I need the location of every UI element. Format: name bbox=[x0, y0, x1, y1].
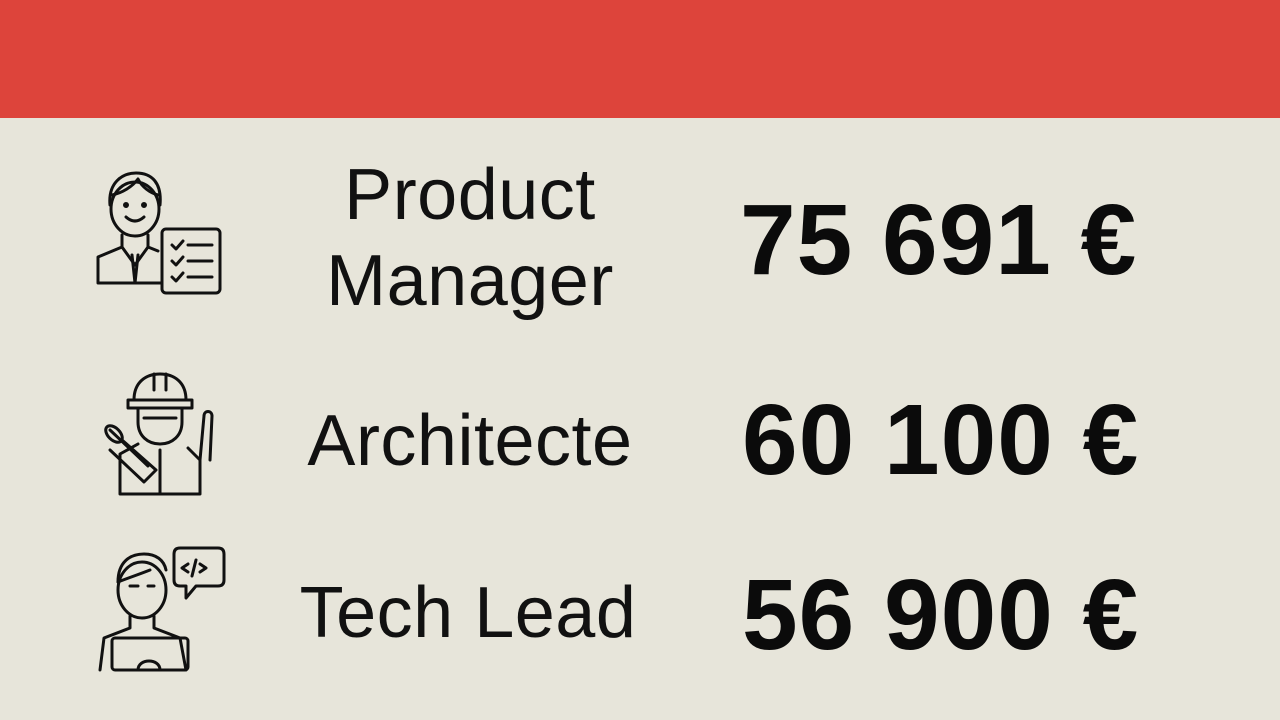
job-title-architecte: Architecte bbox=[307, 401, 633, 481]
architect-helmet-icon bbox=[104, 370, 216, 498]
salary-amount-product-manager: 75 691 € bbox=[740, 184, 1138, 296]
job-title-product-manager: Product Manager bbox=[290, 152, 650, 324]
manager-checklist-icon bbox=[92, 165, 226, 295]
header-band bbox=[0, 0, 1280, 118]
job-title-line-2: Manager bbox=[326, 241, 614, 321]
developer-code-icon bbox=[94, 542, 228, 674]
salary-amount-architecte: 60 100 € bbox=[742, 384, 1140, 496]
job-title-line-1: Product bbox=[344, 155, 596, 235]
salary-amount-tech-lead: 56 900 € bbox=[742, 559, 1140, 671]
job-title-tech-lead: Tech Lead bbox=[299, 573, 637, 653]
